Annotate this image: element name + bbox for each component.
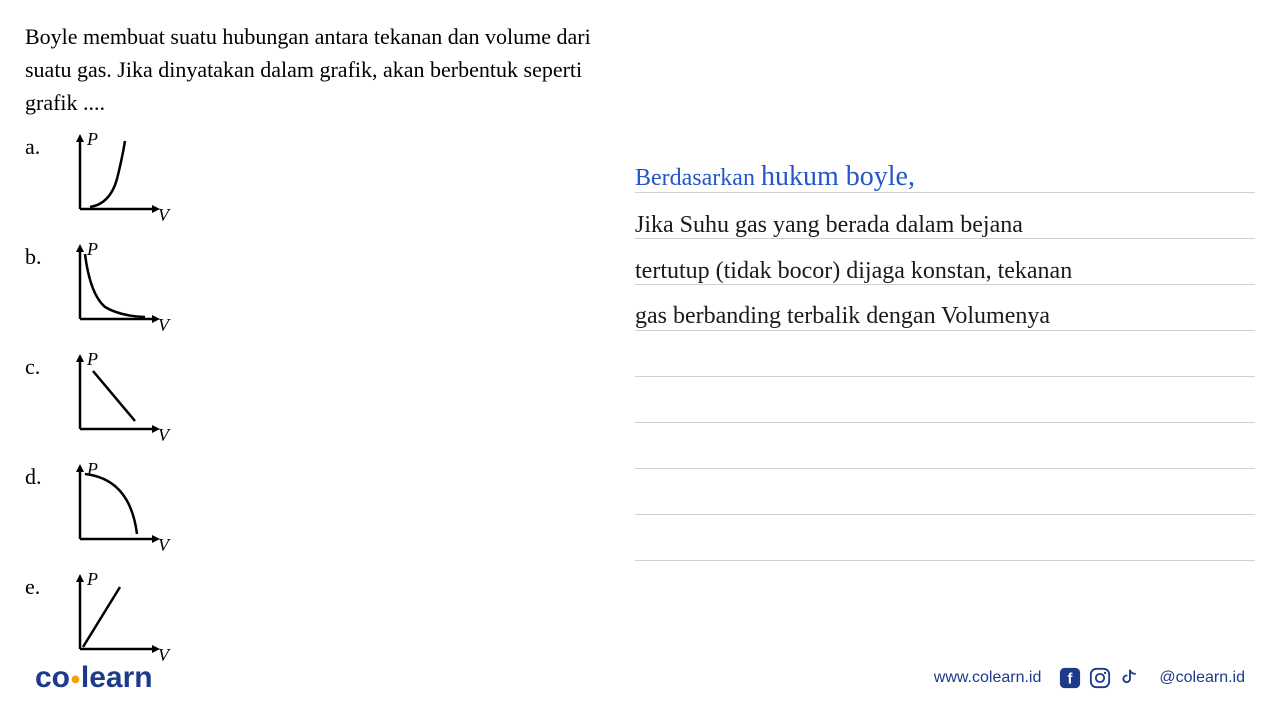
website-url: www.colearn.id [934,669,1042,687]
hw-line2: Jika Suhu gas yang berada dalam bejana [635,203,1255,249]
lined-paper: Berdasarkan hukum boyle, Jika Suhu gas y… [635,150,1255,340]
handwritten-answer: Berdasarkan hukum boyle, Jika Suhu gas y… [635,150,1255,340]
option-label: e. [25,569,55,600]
option-label: b. [25,239,55,270]
svg-text:V: V [158,425,171,445]
option-a: a. P V [25,129,315,229]
footer: co●learn www.colearn.id f @colearn.id [0,661,1280,695]
graph-d: P V [55,459,175,559]
svg-text:V: V [158,205,171,225]
facebook-icon: f [1059,667,1081,689]
option-d: d. P V [25,459,315,559]
svg-text:V: V [158,535,171,555]
footer-right: www.colearn.id f @colearn.id [934,667,1245,689]
option-b: b. P V [25,239,315,339]
svg-text:f: f [1068,672,1073,688]
tiktok-icon [1119,667,1141,689]
option-label: a. [25,129,55,160]
svg-text:P: P [86,569,98,589]
graph-b: P V [55,239,175,339]
logo-learn: learn [81,661,153,694]
options-column-1: a. P V b. [25,129,315,459]
question-text: Boyle membuat suatu hubungan antara teka… [25,20,595,119]
social-handle: @colearn.id [1159,669,1245,687]
instagram-icon [1089,667,1111,689]
svg-text:P: P [86,239,98,259]
hw-line4: gas berbanding terbalik dengan Volumenya [635,294,1255,340]
option-c: c. P V [25,349,315,449]
answer-column: Berdasarkan hukum boyle, Jika Suhu gas y… [615,20,1255,620]
content-area: Boyle membuat suatu hubungan antara teka… [0,0,1280,640]
options-column-2: d. P V e. [25,459,315,679]
option-e: e. P V [25,569,315,669]
question-column: Boyle membuat suatu hubungan antara teka… [25,20,615,620]
hw-line3: tertutup (tidak bocor) dijaga konstan, t… [635,249,1255,295]
svg-text:P: P [86,129,98,149]
options-container: a. P V b. [25,129,595,679]
logo-dot-icon: ● [70,669,81,689]
graph-e: P V [55,569,175,669]
social-icons: f [1059,667,1141,689]
svg-text:V: V [158,315,171,335]
logo-co: co [35,661,70,694]
svg-text:P: P [86,349,98,369]
hw-rest: hukum boyle, [761,161,915,192]
option-label: d. [25,459,55,490]
graph-c: P V [55,349,175,449]
option-label: c. [25,349,55,380]
hw-prefix: Berdasarkan [635,165,755,191]
graph-a: P V [55,129,175,229]
logo: co●learn [35,661,153,695]
